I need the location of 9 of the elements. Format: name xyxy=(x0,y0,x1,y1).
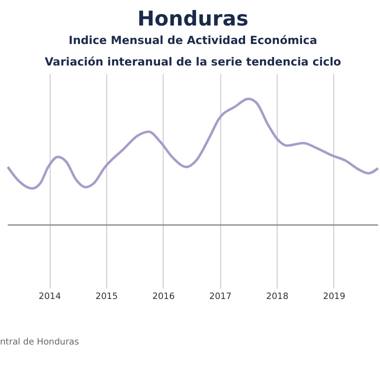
x-tick-label: 2015 xyxy=(96,292,118,302)
x-tick-label: 2019 xyxy=(323,292,346,302)
chart-subtitle: Indice Mensual de Actividad Económica Variación interanual de la serie tendencia ciclo xyxy=(44,34,342,68)
text: ntral de Honduras xyxy=(0,338,80,348)
chart-title: Honduras xyxy=(137,6,248,30)
x-tick-label: 2018 xyxy=(266,292,288,302)
x-tick-label: 2014 xyxy=(38,292,62,302)
x-tick-label: 2016 xyxy=(152,292,176,302)
x-tick-label: 2017 xyxy=(209,292,232,302)
